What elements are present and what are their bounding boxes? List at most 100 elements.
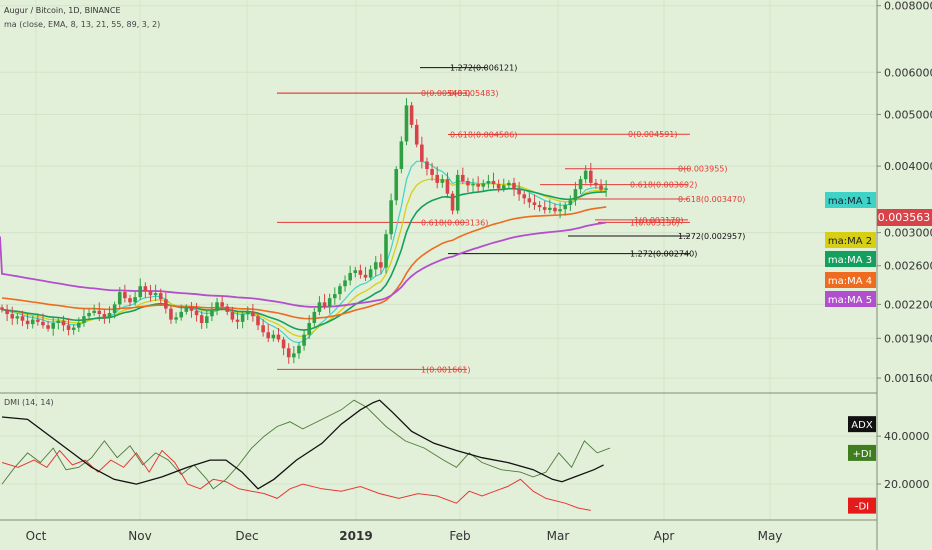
price-axis-tick-label: 0.008000 <box>884 0 932 13</box>
ma-legend-badge <box>825 192 876 208</box>
fib-level-label: 0.618(0.003692) <box>630 181 697 190</box>
candle-body <box>414 124 419 145</box>
candle-body <box>0 307 4 310</box>
time-axis-tick-label: Apr <box>654 529 675 543</box>
candle-body <box>240 314 245 322</box>
candle-body <box>266 332 271 339</box>
candle-body <box>61 320 66 326</box>
candle-body <box>368 269 373 278</box>
candle-body <box>558 209 562 212</box>
candle-body <box>573 189 578 201</box>
fibonacci-levels[interactable]: 1.272(0.006121)0(0.005483)0(0.005483)0.6… <box>277 64 745 375</box>
candle-body <box>322 302 327 307</box>
fib-level-label: 1(0.003136) <box>630 218 680 227</box>
ma-legend-label: ma:MA 4 <box>828 276 872 287</box>
time-axis-tick-label: Dec <box>235 529 258 543</box>
candle-body <box>184 307 189 312</box>
price-axis-tick-label: 0.004000 <box>884 160 932 173</box>
candle-body <box>189 307 194 311</box>
candle-body <box>594 182 598 186</box>
candle-body <box>143 286 148 292</box>
candle-body <box>599 185 603 190</box>
current-price-badge <box>877 209 932 226</box>
candle-body <box>15 316 20 319</box>
candle-body <box>276 334 281 340</box>
dmi-indicator-label: DMI (14, 14) <box>4 398 54 407</box>
candle-body <box>5 309 9 315</box>
candle-body <box>435 174 439 183</box>
candle-body <box>123 292 127 299</box>
candle-body <box>537 205 542 208</box>
ma-legend-badge <box>825 291 876 307</box>
candle-body <box>548 207 552 210</box>
candle-body <box>281 339 286 349</box>
candle-body <box>30 319 35 325</box>
candle-body <box>153 293 158 296</box>
candle-body <box>261 325 265 333</box>
fib-level-label: 0.618(0.004586) <box>450 130 517 139</box>
time-axis-tick-label: May <box>758 529 783 543</box>
grid <box>0 0 877 520</box>
candle-body <box>317 302 322 312</box>
dmi-pane: 20.0000 40.0000 ADX +DI -DI <box>0 399 930 514</box>
candle-body <box>363 274 368 278</box>
candle-body <box>327 298 332 307</box>
price-axis-tick-label: 0.002600 <box>884 260 932 273</box>
candle-body <box>307 322 311 335</box>
candle-body <box>430 168 434 175</box>
candle-body <box>286 348 291 358</box>
candle-body <box>77 322 81 328</box>
dmi-axis-tick-label: 40.0000 <box>884 430 930 443</box>
candle-body <box>56 320 61 323</box>
candle-body <box>112 304 117 313</box>
candle-body <box>107 312 112 318</box>
candle-body <box>542 207 547 210</box>
adx-line <box>1 399 604 490</box>
fib-level-label: 0(0.005483) <box>449 89 499 98</box>
candle-body <box>66 325 71 330</box>
candle-body <box>338 286 342 295</box>
candle-body <box>399 141 404 169</box>
time-axis-tick-label: 2019 <box>339 529 372 543</box>
candle-body <box>553 207 557 212</box>
candle-body <box>420 144 424 162</box>
candle-body <box>532 202 537 206</box>
candle-body <box>568 200 573 206</box>
candle-body <box>25 320 30 325</box>
candle-body <box>583 170 588 180</box>
candlesticks <box>0 98 608 364</box>
fib-level-label: 1(0.003170) <box>634 216 684 225</box>
candle-body <box>481 183 486 187</box>
candle-body <box>578 179 583 190</box>
candle-body <box>373 262 378 270</box>
candle-body <box>230 311 235 320</box>
candle-body <box>87 312 91 317</box>
time-axis-tick-label: Nov <box>128 529 151 543</box>
candle-body <box>158 293 163 300</box>
candle-body <box>225 306 230 312</box>
time-axis-tick-label: Mar <box>547 529 570 543</box>
candle-body <box>394 168 399 201</box>
candle-body <box>194 310 199 316</box>
candle-body <box>353 270 358 273</box>
candle-body <box>450 193 455 211</box>
price-axis-tick-label: 0.003000 <box>884 227 932 240</box>
ma-indicator-label: ma (close, EMA, 8, 13, 21, 55, 89, 3, 2) <box>4 20 160 29</box>
candle-body <box>445 179 450 194</box>
fib-level-label: 1.272(0.006121) <box>450 64 517 73</box>
fib-level-label: 0.618(0.003470) <box>678 195 745 204</box>
candle-body <box>491 181 496 185</box>
candle-body <box>117 292 122 305</box>
candle-body <box>404 105 409 142</box>
candle-body <box>358 270 363 275</box>
candle-body <box>379 262 383 268</box>
ma-line-5 <box>0 221 607 308</box>
candle-body <box>292 353 296 358</box>
candle-body <box>174 317 178 320</box>
chart-title: Augur / Bitcoin, 1D, BINANCE <box>4 6 121 15</box>
candle-body <box>461 174 465 182</box>
candle-body <box>348 272 352 281</box>
candle-body <box>297 345 301 354</box>
